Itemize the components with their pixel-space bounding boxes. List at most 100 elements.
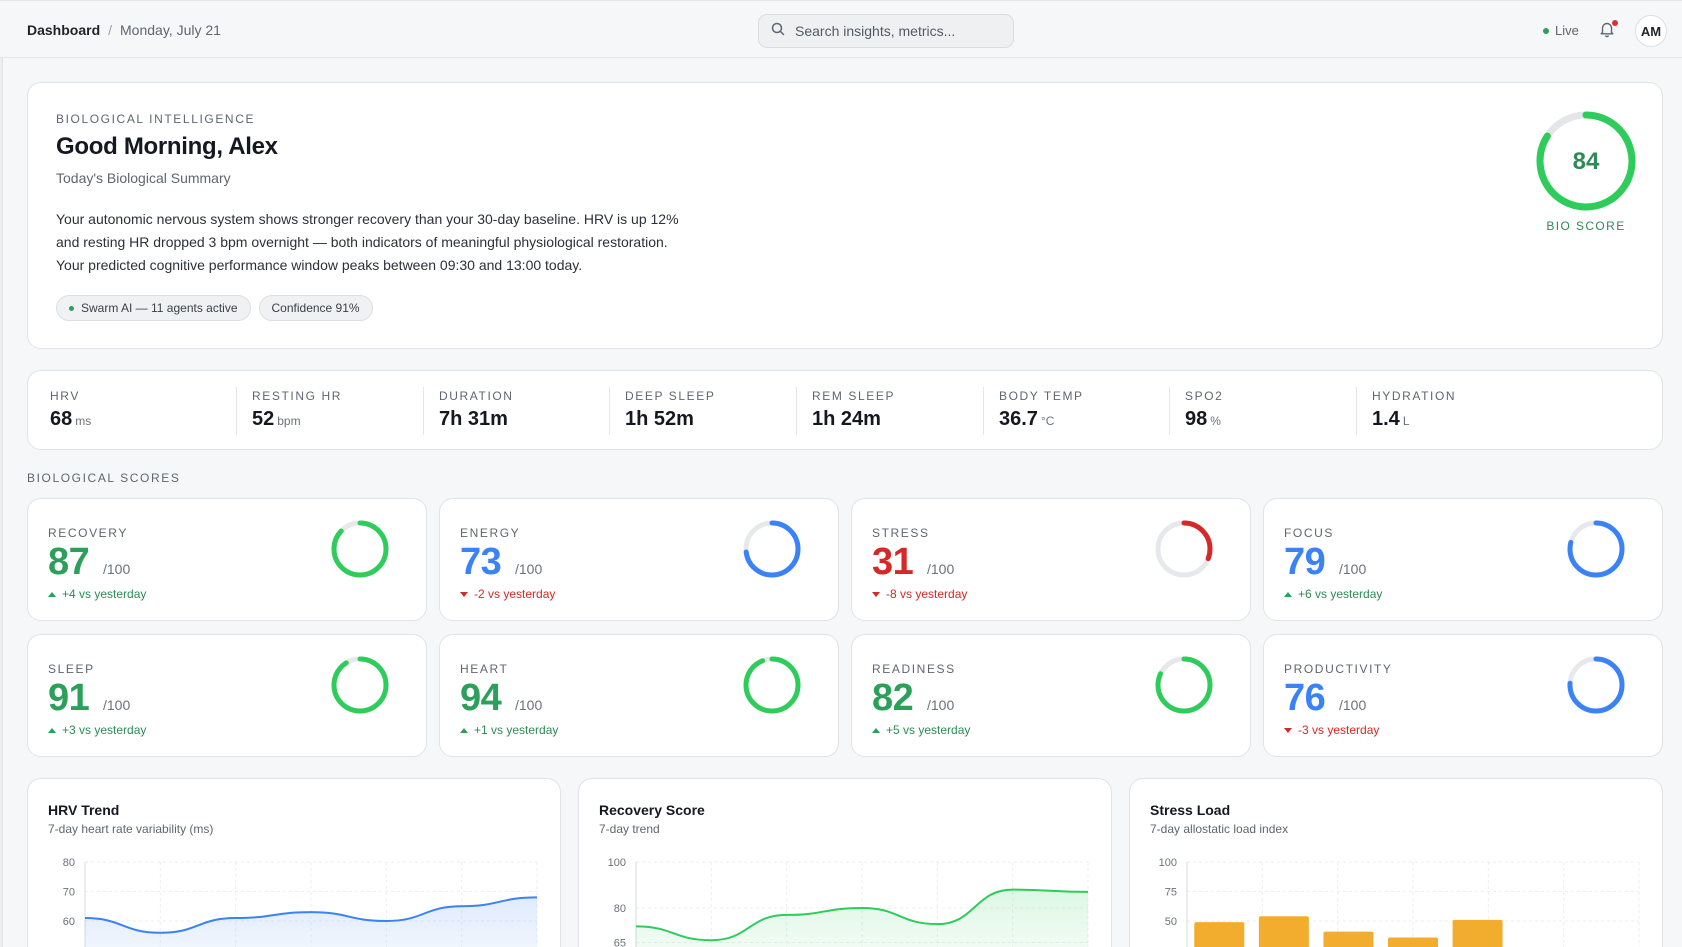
metric-unit: % [1210, 414, 1221, 428]
metric-value-row: 52 bpm [252, 408, 342, 431]
user-avatar[interactable]: AM [1635, 15, 1667, 47]
metric-divider [796, 387, 797, 435]
metric-value: 98 [1185, 408, 1208, 430]
metric-divider [236, 387, 237, 435]
live-label: Live [1555, 23, 1579, 38]
series-area [636, 889, 1088, 947]
score-denominator: /100 [103, 697, 131, 713]
metric-value: 7h 31m [439, 408, 508, 430]
score-card-readiness[interactable]: READINESS 82/100 +5 vs yesterday [851, 634, 1251, 757]
score-label: PRODUCTIVITY [1284, 662, 1393, 676]
score-delta: -2 vs yesterday [460, 587, 555, 601]
score-denominator: /100 [927, 561, 955, 577]
chart-title: Recovery Score [599, 802, 705, 818]
score-value: 94 [460, 677, 502, 719]
y-tick-label: 80 [63, 857, 75, 869]
score-denominator: /100 [103, 561, 131, 577]
score-value: 87 [48, 541, 90, 583]
score-ring [743, 520, 801, 578]
notification-badge [1612, 20, 1618, 26]
score-delta: +5 vs yesterday [872, 723, 970, 737]
score-delta: +1 vs yesterday [460, 723, 558, 737]
trend-down-icon [1284, 727, 1292, 733]
metric-duration: DURATION 7h 31m [439, 389, 514, 431]
live-dot-icon [1543, 27, 1549, 34]
metric-hrv: HRV 68 ms [50, 389, 91, 431]
live-indicator: Live [1543, 23, 1579, 38]
score-ring-arc [331, 520, 389, 578]
score-denominator: /100 [1339, 561, 1367, 577]
score-delta-text: +1 vs yesterday [474, 723, 559, 737]
score-value: 79 [1284, 541, 1326, 583]
metric-value: 1h 24m [812, 408, 881, 430]
score-ring [1567, 520, 1625, 578]
current-date: Monday, July 21 [120, 22, 221, 38]
hero-summary-card: BIOLOGICAL INTELLIGENCE Good Morning, Al… [27, 82, 1663, 349]
trend-down-icon [460, 591, 468, 597]
score-delta: +3 vs yesterday [48, 723, 146, 737]
notifications-button[interactable] [1598, 20, 1618, 40]
bell-icon [1598, 22, 1616, 42]
y-tick-label: 80 [614, 903, 626, 915]
metric-value-row: 1h 24m [812, 408, 895, 431]
trend-up-icon [460, 727, 468, 733]
score-card-sleep[interactable]: SLEEP 91/100 +3 vs yesterday [27, 634, 427, 757]
metric-rem-sleep: REM SLEEP 1h 24m [812, 389, 895, 431]
score-delta: -3 vs yesterday [1284, 723, 1379, 737]
score-card-focus[interactable]: FOCUS 79/100 +6 vs yesterday [1263, 498, 1663, 621]
metric-deep-sleep: DEEP SLEEP 1h 52m [625, 389, 715, 431]
metric-value-row: 7h 31m [439, 408, 514, 431]
score-card-productivity[interactable]: PRODUCTIVITY 76/100 -3 vs yesterday [1263, 634, 1663, 757]
score-card-stress[interactable]: STRESS 31/100 -8 vs yesterday [851, 498, 1251, 621]
score-card-heart[interactable]: HEART 94/100 +1 vs yesterday [439, 634, 839, 757]
y-tick-label: 65 [614, 938, 626, 947]
score-delta-text: +3 vs yesterday [62, 723, 147, 737]
metric-resting-hr: RESTING HR 52 bpm [252, 389, 342, 431]
y-tick-label: 70 [63, 887, 75, 899]
y-tick-label: 50 [1165, 916, 1177, 928]
breadcrumb-dashboard-link[interactable]: Dashboard [27, 22, 101, 38]
swarm-ai-label: Swarm AI — 11 agents active [81, 301, 238, 315]
score-label: ENERGY [460, 526, 521, 540]
chart-card-stress-load: Stress Load 7-day allostatic load index 10… [1129, 778, 1663, 947]
chart-title: HRV Trend [48, 802, 120, 818]
metric-spo2: SPO2 98% [1185, 389, 1223, 431]
score-ring-arc [331, 656, 389, 714]
chart-card-recovery-score: Recovery Score 7-day trend 100 80 65 [578, 778, 1112, 947]
y-tick-label: 60 [63, 916, 75, 928]
score-ring-arc [1155, 520, 1213, 578]
score-ring-arc [1567, 656, 1625, 714]
trend-down-icon [872, 591, 880, 597]
metric-value-row: 98% [1185, 408, 1223, 431]
bio-score-value: 84 [1573, 148, 1600, 175]
greeting-title: Good Morning, Alex [56, 133, 278, 160]
search-input[interactable] [795, 23, 1005, 39]
metric-label: DURATION [439, 389, 514, 403]
score-card-recovery[interactable]: RECOVERY 87/100 +4 vs yesterday [27, 498, 427, 621]
score-denominator: /100 [515, 561, 543, 577]
metric-divider [983, 387, 984, 435]
metric-divider [423, 387, 424, 435]
score-ring [331, 520, 389, 578]
score-value: 73 [460, 541, 502, 583]
score-card-energy[interactable]: ENERGY 73/100 -2 vs yesterday [439, 498, 839, 621]
metrics-strip: HRV 68 ms RESTING HR 52 bpm DURATION 7h 31m DEEP… [27, 370, 1663, 450]
metric-divider [1169, 387, 1170, 435]
metric-label: HYDRATION [1372, 389, 1457, 403]
metric-unit: bpm [277, 414, 301, 428]
swarm-ai-chip: Swarm AI — 11 agents active [56, 295, 251, 321]
trend-up-icon [1284, 591, 1292, 597]
bio-score-widget: 84 BIO SCORE [1531, 109, 1641, 233]
chart-plot: 100 80 65 [608, 857, 1089, 947]
score-delta: -8 vs yesterday [872, 587, 967, 601]
confidence-label: Confidence 91% [271, 301, 360, 315]
metric-unit: ms [75, 414, 92, 428]
score-ring [331, 656, 389, 714]
search-box[interactable] [758, 14, 1014, 48]
trend-up-icon [48, 727, 56, 733]
trend-up-icon [48, 591, 56, 597]
y-tick-label: 25 [1165, 946, 1177, 947]
breadcrumb: Dashboard / Monday, July 21 [27, 22, 221, 38]
score-ring [1155, 520, 1213, 578]
bio-score-label: BIO SCORE [1546, 219, 1626, 233]
